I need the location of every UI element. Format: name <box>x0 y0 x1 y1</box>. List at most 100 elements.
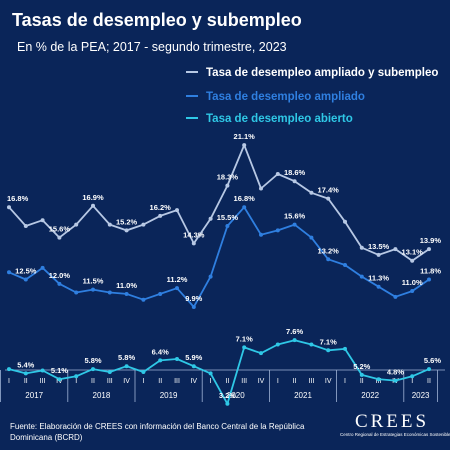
data-label-series-2: 11.0% <box>402 278 423 287</box>
crees-logo: CREES Centro Regional de Estrategias Eco… <box>340 412 450 438</box>
series-1-point <box>359 245 364 250</box>
data-label-series-2: 12.5% <box>15 266 37 275</box>
series-3-point <box>74 374 79 379</box>
series-3-point <box>410 374 415 379</box>
quarter-tick-label: I <box>8 378 10 385</box>
series-3-point <box>208 371 213 376</box>
quarter-tick-label: IV <box>258 378 265 385</box>
series-3-point <box>57 377 62 382</box>
quarter-tick-label: I <box>75 378 77 385</box>
series-2-point <box>343 263 347 268</box>
series-1-point <box>208 216 213 221</box>
series-1-point <box>57 235 62 240</box>
quarter-tick-label: I <box>142 378 144 385</box>
data-label-series-2: 9.9% <box>185 294 202 303</box>
data-label-series-3: 5.4% <box>17 360 34 369</box>
data-label-series-3: 5.6% <box>424 356 441 365</box>
series-3-point <box>359 372 364 377</box>
series-line-3 <box>8 339 430 405</box>
series-2-point <box>309 235 314 240</box>
series-2-point <box>107 290 112 295</box>
series-2-point <box>191 304 196 309</box>
series-2-point <box>376 284 381 289</box>
series-2-point <box>393 294 398 299</box>
source-note: Fuente: Elaboración de CREES con informa… <box>10 422 305 442</box>
series-3-point <box>225 401 230 406</box>
series-1-point <box>427 247 431 252</box>
series-1-point <box>292 179 297 184</box>
series-3-point <box>242 345 247 350</box>
year-label-2023: 2023 <box>412 391 430 400</box>
series-3-point <box>124 364 129 369</box>
series-line-1 <box>8 144 430 262</box>
series-3-point <box>107 369 112 374</box>
series-1-point <box>309 190 314 195</box>
data-label-series-1: 13.9% <box>420 236 442 245</box>
legend-label-2: Tasa de desempleo ampliado <box>206 91 365 103</box>
series-2-point <box>275 228 280 233</box>
series-1-point <box>242 143 247 148</box>
series-2-point <box>410 289 415 294</box>
legend-label-1: Tasa de desempleo ampliado y subempleo <box>206 67 438 79</box>
series-1-point <box>326 196 331 201</box>
series-1-point <box>376 252 381 257</box>
series-line-2 <box>8 206 430 308</box>
quarter-tick-label: I <box>344 378 346 385</box>
series-2-point <box>23 277 28 282</box>
series-1-point <box>175 208 179 213</box>
quarter-tick-label: IV <box>56 378 63 385</box>
series-3-point <box>141 369 146 374</box>
data-label-series-1: 18.3% <box>217 173 239 182</box>
quarter-tick-label: IV <box>123 378 130 385</box>
data-label-series-3: 3.2% <box>219 391 236 400</box>
data-label-series-2: 15.5% <box>217 213 239 222</box>
series-1-point <box>74 222 79 227</box>
quarter-tick-label: II <box>24 378 28 385</box>
data-label-series-2: 11.0% <box>116 281 137 290</box>
series-3-point <box>343 346 347 351</box>
data-label-series-1: 21.1% <box>234 132 256 141</box>
data-label-series-2: 11.8% <box>420 266 441 275</box>
series-3-point <box>91 367 95 372</box>
data-label-series-1: 15.2% <box>116 217 138 226</box>
chart-subtitle: En % de la PEA; 2017 - segundo trimestre… <box>17 40 287 54</box>
series-2-point <box>141 297 146 302</box>
data-label-series-1: 16.8% <box>7 194 29 203</box>
series-2-point <box>57 281 62 286</box>
series-1-point <box>191 241 196 246</box>
series-2-point <box>259 232 263 237</box>
legend-label-3: Tasa de desempleo abierto <box>206 113 353 125</box>
quarter-tick-label: III <box>107 378 113 385</box>
series-3-point <box>259 351 263 356</box>
series-3-point <box>7 367 11 372</box>
series-3-point <box>158 358 163 363</box>
series-1-point <box>40 218 45 223</box>
data-label-series-2: 15.6% <box>284 212 306 221</box>
quarter-tick-label: IV <box>190 378 197 385</box>
quarter-tick-label: II <box>158 378 162 385</box>
series-3-point <box>275 342 280 347</box>
series-2-point <box>175 286 179 291</box>
data-label-series-1: 16.2% <box>150 203 172 212</box>
year-label-2019: 2019 <box>160 391 178 400</box>
year-label-2018: 2018 <box>93 391 111 400</box>
quarter-tick-label: II <box>427 378 431 385</box>
series-2-point <box>242 205 247 210</box>
data-label-series-1: 14.3% <box>183 230 205 239</box>
series-2-point <box>74 290 79 295</box>
series-1-point <box>7 205 11 210</box>
series-2-point <box>91 287 95 292</box>
series-3-point <box>191 364 196 369</box>
series-2-point <box>225 224 230 229</box>
quarter-tick-label: I <box>210 378 212 385</box>
data-label-series-1: 13.1% <box>402 248 424 257</box>
data-label-series-2: 11.5% <box>83 277 104 286</box>
quarter-tick-label: IV <box>325 378 332 385</box>
year-label-2022: 2022 <box>361 391 379 400</box>
series-1-point <box>410 258 415 263</box>
data-label-series-1: 18.6% <box>284 168 306 177</box>
series-2-point <box>292 222 297 227</box>
series-1-point <box>259 186 263 191</box>
series-1-point <box>158 213 163 218</box>
